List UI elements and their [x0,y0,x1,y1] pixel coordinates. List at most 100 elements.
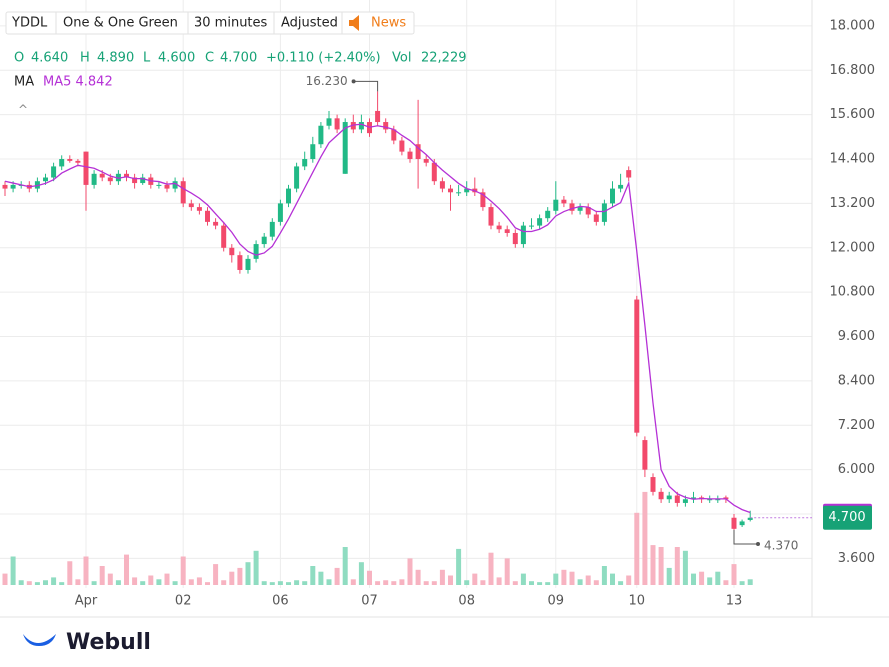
candle-body [610,188,615,204]
quote-high-label: H [80,51,90,66]
volume-bar [715,571,721,585]
candle-body [739,521,745,526]
symbol: YDDL [11,16,48,31]
candle-body [310,144,316,160]
volume-bar [91,581,97,585]
y-tick-label: 10.800 [830,285,876,300]
candle-body [172,181,178,189]
volume-bar [148,575,154,585]
volume-bar [318,571,324,585]
candle-body [480,192,486,208]
volume-bar [699,571,705,585]
volume-bar [334,567,340,585]
candle-body [731,517,737,529]
candle-body [115,173,121,182]
quote-volume-label: Vol [392,51,411,66]
candle-body [229,247,235,256]
candle-body [529,225,534,227]
toolbar-frame [5,11,415,35]
volume-bar [634,512,640,585]
last-price-badge [823,505,872,530]
candle-body [253,244,259,259]
candle-body [634,299,640,433]
quote-close: 4.700 [220,51,257,66]
volume-bar [302,581,308,585]
quote-high: 4.890 [97,51,134,66]
volume-bar [666,567,672,585]
candle-body [545,210,551,219]
candle-body [164,184,170,189]
candle-body [140,177,146,184]
company-name[interactable]: One & One Green [63,16,178,31]
candle-body [156,184,162,186]
y-tick-label: 13.200 [830,196,876,211]
volume-bar [75,579,81,585]
candle-body [269,221,275,237]
volume-bar [367,570,372,585]
x-tick-label: 09 [548,594,565,609]
volume-bar [83,556,89,585]
candle-body [286,188,291,204]
interval[interactable]: 30 minutes [194,16,268,31]
volume-bar [34,582,40,585]
volume-bar [43,580,48,585]
y-tick-label: 18.000 [830,18,876,33]
overlay: 4.700 16.230 4.370 [4,74,872,552]
candle-body [43,177,48,182]
volume-bar [10,556,16,585]
volume-bar [294,580,300,585]
candle-body [294,166,300,189]
quote-change: +0.110 (+2.40%) [266,51,381,66]
volume-bar [2,573,8,585]
candle-body [342,122,348,174]
volume-bar [537,582,543,585]
volume-bar [682,550,688,585]
adjust[interactable]: Adjusted [281,16,338,31]
volume-bar [188,579,194,585]
candle-body [196,207,202,211]
volume-bar [277,581,283,585]
x-tick-label: 02 [175,594,192,609]
candle-body [399,140,405,152]
y-tick-label: 12.000 [830,240,876,255]
volume-bar [464,580,470,585]
volume-bar [18,580,24,585]
volume-bar [650,545,656,585]
quote-open-label: O [14,51,24,66]
volume-bar [439,569,445,585]
volume-bar [577,579,583,585]
candle-body [626,170,632,178]
collapse[interactable]: ^ [18,103,28,117]
volume-bar [156,579,162,585]
candle-body [237,255,243,270]
candle-body [585,207,591,215]
candle-body [456,192,462,194]
y-tick-label: 16.800 [830,63,876,78]
volume-bar [375,581,381,585]
candle-body [431,162,437,182]
volume-bar [488,552,494,585]
ma5-value: MA5 4.842 [43,75,113,90]
brand: Webull [66,630,151,655]
volume-bar [610,573,615,585]
candle-body [715,499,721,501]
y-tick-label: 6.000 [838,462,875,477]
news[interactable]: News [371,16,406,31]
volume-bar [342,547,348,585]
volume-bar [504,558,510,585]
volume-bar [747,579,753,585]
volume-bar [115,580,121,585]
volume-bar [269,582,275,585]
volume-bar [99,566,105,585]
ma-label: MA [14,75,34,90]
candle-body [213,221,219,226]
candle-body [707,499,713,501]
volume-bar [723,580,729,585]
volume-bar [415,569,421,585]
volume-bar [642,491,648,585]
candle-body [383,122,389,130]
quote-volume: 22,229 [421,51,467,66]
candle-body [132,177,138,184]
volume-bar [383,580,389,585]
volume-bar [691,573,696,585]
